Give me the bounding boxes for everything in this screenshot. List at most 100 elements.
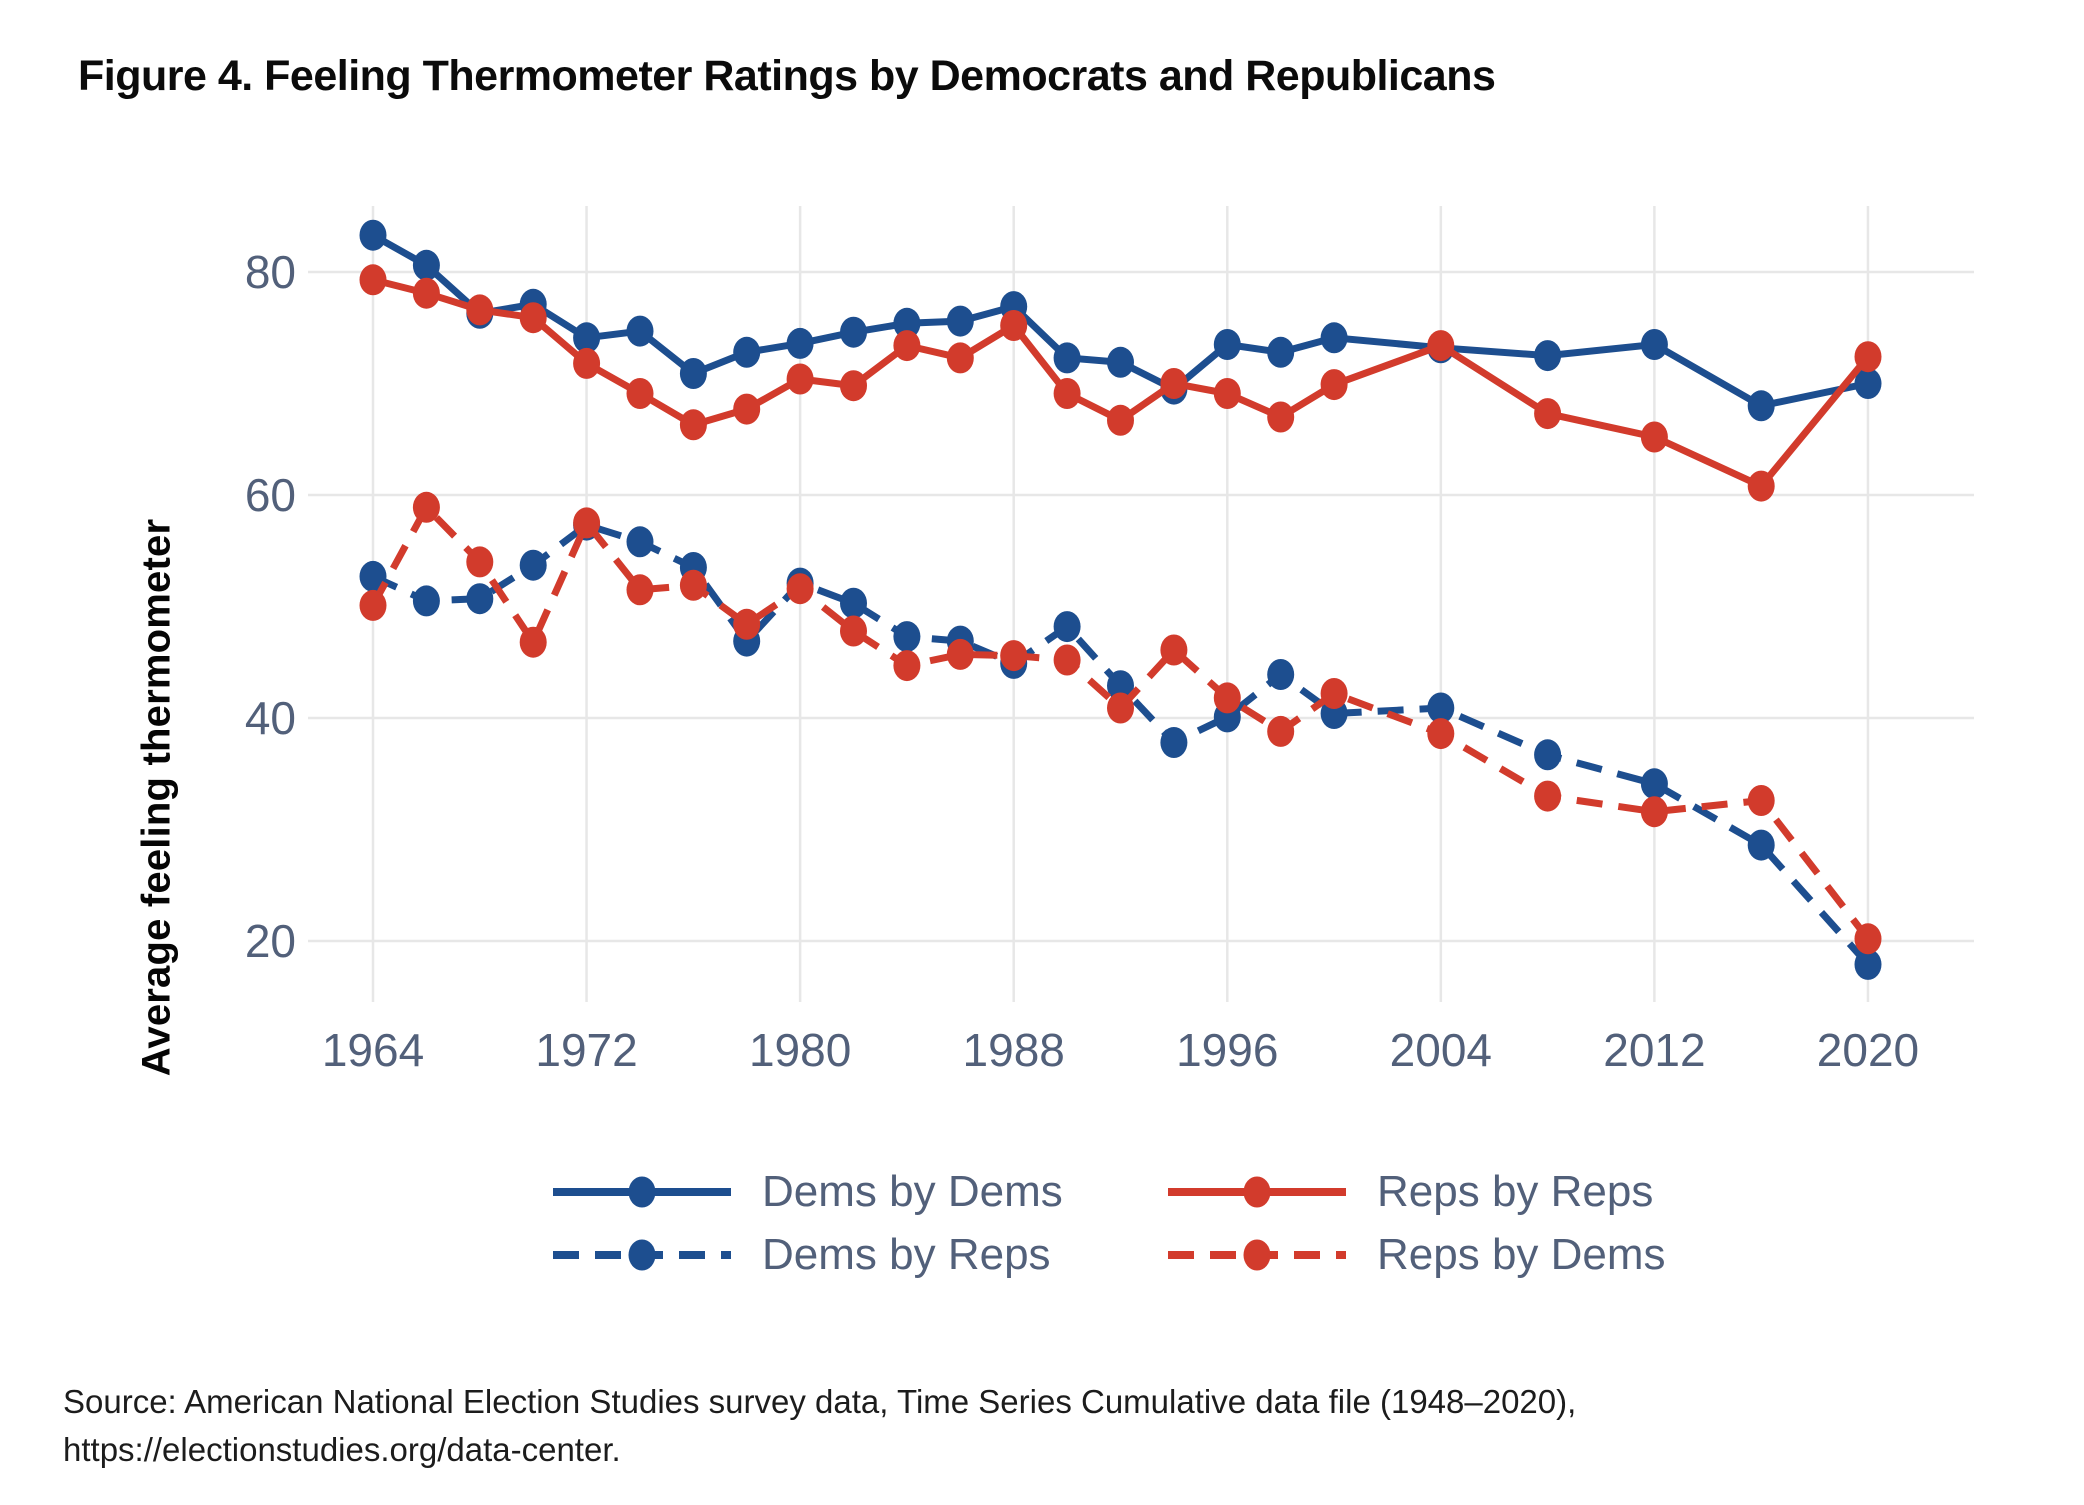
data-point-dems-by-reps-1964 <box>359 560 387 592</box>
data-point-reps-by-dems-1988 <box>1000 640 1028 672</box>
data-point-reps-by-reps-1964 <box>359 264 387 296</box>
source-line-2: https://electionstudies.org/data-center. <box>63 1431 621 1468</box>
data-point-dems-by-dems-1992 <box>1107 346 1134 378</box>
data-point-reps-by-reps-1988 <box>1000 310 1028 341</box>
data-point-reps-by-reps-1980 <box>786 363 814 395</box>
series-line-reps-by-reps <box>372 276 1871 491</box>
data-point-reps-by-reps-1994 <box>1160 368 1188 399</box>
data-point-reps-by-dems-1978 <box>733 608 761 640</box>
series-line-dems-by-reps <box>371 521 1871 967</box>
legend-item-dems-by-reps: Dems by Reps <box>553 1230 1168 1280</box>
data-point-reps-by-reps-1992 <box>1107 404 1134 436</box>
data-point-dems-by-dems-2000 <box>1320 322 1348 354</box>
x-tick-label: 1972 <box>535 1024 637 1076</box>
data-point-dems-by-reps-1966 <box>412 585 440 617</box>
gridlines <box>308 206 1974 1002</box>
data-point-reps-by-reps-1984 <box>893 330 921 362</box>
data-point-reps-by-reps-2008 <box>1534 398 1562 430</box>
data-point-dems-by-dems-2016 <box>1747 390 1775 422</box>
data-point-dems-by-reps-1968 <box>466 583 494 615</box>
source-line-1: Source: American National Election Studi… <box>63 1383 1577 1420</box>
data-point-reps-by-reps-1976 <box>679 409 707 441</box>
data-point-reps-by-reps-2000 <box>1320 369 1348 401</box>
axis-tick-labels: 20 40 60 80 1964 1972 1980 1988 1996 2004 2012 2020 <box>245 246 1919 1076</box>
legend-swatch-dashed-blue-icon <box>553 1239 731 1270</box>
data-point-dems-by-dems-1966 <box>412 249 440 281</box>
legend-label: Dems by Dems <box>762 1166 1063 1216</box>
data-point-dems-by-reps-1990 <box>1053 611 1081 643</box>
data-point-reps-by-dems-1970 <box>519 626 547 658</box>
data-point-dems-by-dems-1972 <box>573 322 601 354</box>
x-tick-label: 1996 <box>1176 1024 1278 1076</box>
data-point-reps-by-reps-1968 <box>466 294 494 326</box>
series-line-dems-by-dems <box>371 232 1869 410</box>
data-point-dems-by-dems-1980 <box>786 327 814 359</box>
legend-item-reps-by-dems: Reps by Dems <box>1168 1230 1666 1280</box>
data-point-dems-by-reps-2012 <box>1640 768 1668 800</box>
data-point-dems-by-reps-1998 <box>1267 659 1295 690</box>
data-point-reps-by-reps-1974 <box>626 378 654 409</box>
data-point-reps-by-dems-1982 <box>840 615 867 647</box>
data-point-reps-by-dems-1964 <box>359 589 387 621</box>
data-point-reps-by-reps-1970 <box>519 302 547 334</box>
x-tick-label: 1988 <box>963 1024 1065 1076</box>
data-point-reps-by-reps-1966 <box>412 277 440 309</box>
x-tick-label: 1964 <box>322 1024 424 1076</box>
data-point-dems-by-dems-1974 <box>626 315 654 347</box>
legend-label: Reps by Reps <box>1377 1166 1654 1216</box>
data-point-reps-by-dems-1992 <box>1107 692 1134 724</box>
data-point-reps-by-dems-1990 <box>1053 644 1081 676</box>
data-point-reps-by-dems-1968 <box>466 546 494 578</box>
data-point-dems-by-dems-1964 <box>359 219 387 251</box>
data-point-reps-by-reps-1978 <box>733 393 761 425</box>
data-point-reps-by-dems-2008 <box>1534 780 1562 812</box>
data-point-reps-by-dems-2000 <box>1320 678 1348 709</box>
data-point-reps-by-dems-1974 <box>626 574 654 606</box>
data-point-reps-by-reps-2004 <box>1427 330 1455 362</box>
legend-item-reps-by-reps: Reps by Reps <box>1168 1167 1666 1217</box>
data-point-dems-by-dems-1976 <box>679 358 707 389</box>
data-point-reps-by-dems-1972 <box>573 507 601 539</box>
data-point-reps-by-dems-1998 <box>1267 715 1295 747</box>
x-tick-label: 2020 <box>1817 1024 1919 1076</box>
data-point-reps-by-dems-1984 <box>893 650 921 682</box>
data-point-dems-by-dems-1984 <box>893 307 921 339</box>
series-reps-by-dems <box>359 491 1882 955</box>
data-point-reps-by-reps-1972 <box>573 347 601 379</box>
y-axis-title: Average feeling thermometer <box>134 518 179 1077</box>
x-tick-label: 2012 <box>1603 1024 1705 1076</box>
data-point-reps-by-reps-1986 <box>946 342 974 374</box>
legend-label: Reps by Dems <box>1377 1229 1666 1279</box>
data-point-dems-by-reps-1970 <box>519 549 547 581</box>
source-note: Source: American National Election Studi… <box>63 1378 1576 1474</box>
data-point-reps-by-reps-1996 <box>1213 378 1241 409</box>
y-tick-label: 40 <box>245 692 296 744</box>
data-point-dems-by-reps-1974 <box>626 526 654 558</box>
data-point-dems-by-reps-2020 <box>1854 948 1882 980</box>
data-point-reps-by-dems-2004 <box>1427 718 1455 750</box>
data-point-dems-by-reps-1992 <box>1107 670 1134 702</box>
data-point-dems-by-reps-1994 <box>1160 727 1188 758</box>
data-point-dems-by-dems-1996 <box>1213 329 1241 360</box>
y-tick-label: 60 <box>245 469 296 521</box>
data-point-dems-by-reps-1982 <box>840 587 867 619</box>
legend-label: Dems by Reps <box>762 1229 1051 1279</box>
data-point-reps-by-reps-2016 <box>1747 470 1775 502</box>
data-point-reps-by-reps-2012 <box>1640 421 1668 453</box>
data-point-reps-by-dems-2016 <box>1747 785 1775 816</box>
data-point-reps-by-reps-1990 <box>1053 378 1081 409</box>
data-point-dems-by-dems-1982 <box>840 316 867 348</box>
legend-swatch-solid-red-icon <box>1168 1176 1346 1207</box>
data-point-dems-by-dems-1990 <box>1053 342 1081 374</box>
legend-swatch-solid-blue-icon <box>553 1176 731 1207</box>
chart-legend: Dems by Dems Reps by Reps Dems by Reps R… <box>553 1160 1666 1286</box>
data-point-dems-by-reps-1984 <box>893 621 921 653</box>
data-point-reps-by-dems-2020 <box>1854 923 1882 955</box>
figure-title: Figure 4. Feeling Thermometer Ratings by… <box>78 52 1496 100</box>
legend-item-dems-by-dems: Dems by Dems <box>553 1167 1168 1217</box>
data-point-reps-by-dems-1986 <box>946 638 974 670</box>
data-point-dems-by-dems-1998 <box>1267 336 1295 368</box>
x-tick-label: 1980 <box>749 1024 851 1076</box>
